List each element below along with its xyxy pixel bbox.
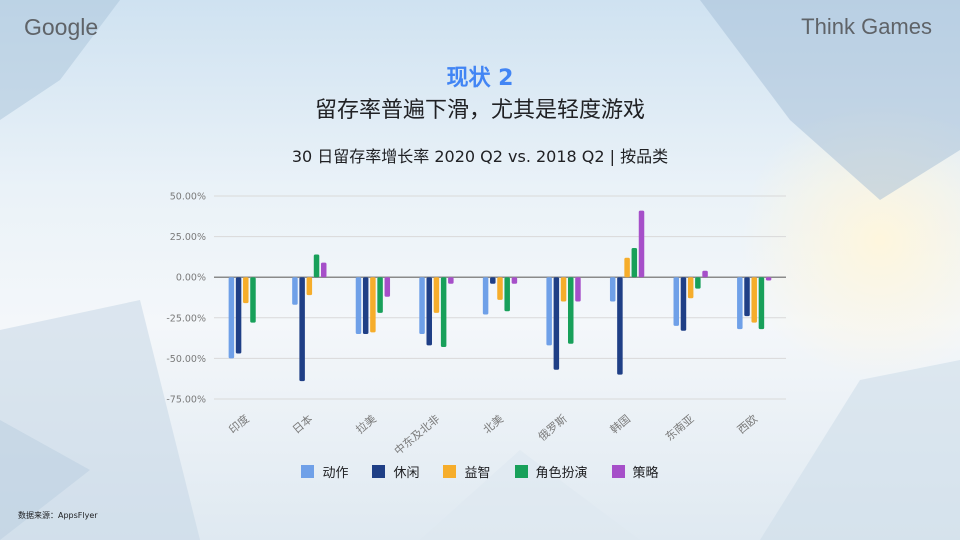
x-tick-label: 俄罗斯 bbox=[536, 412, 570, 443]
x-tick-label: 西欧 bbox=[735, 412, 760, 436]
y-tick-label: -50.00% bbox=[166, 354, 206, 365]
bar-action-2 bbox=[355, 277, 362, 335]
x-tick-label: 韩国 bbox=[607, 412, 633, 437]
x-tick-label: 印度 bbox=[226, 412, 252, 437]
legend-label-puzzle: 益智 bbox=[464, 466, 491, 481]
bar-strategy-4 bbox=[511, 277, 518, 284]
legend-label-casual: 休闲 bbox=[393, 466, 420, 481]
chart-legend: 动作 休闲 益智 角色扮演 策略 bbox=[0, 462, 960, 481]
bar-rpg-2 bbox=[377, 277, 383, 313]
bar-rpg-0 bbox=[250, 277, 256, 323]
bar-puzzle-4 bbox=[497, 277, 503, 300]
bar-casual-4 bbox=[490, 277, 496, 284]
bar-strategy-5 bbox=[575, 277, 581, 302]
y-tick-label: -75.00% bbox=[166, 395, 206, 406]
bar-puzzle-8 bbox=[751, 277, 757, 323]
y-tick-label: -25.00% bbox=[166, 313, 206, 324]
bar-rpg-7 bbox=[695, 277, 701, 289]
x-tick-label: 北美 bbox=[481, 412, 506, 436]
bar-puzzle-0 bbox=[243, 277, 249, 304]
legend-label-strategy: 策略 bbox=[632, 466, 659, 481]
bar-rpg-3 bbox=[440, 277, 447, 348]
legend-item-strategy: 策略 bbox=[611, 462, 659, 481]
bar-action-4 bbox=[482, 277, 489, 315]
legend-swatch-puzzle bbox=[443, 465, 457, 478]
bar-rpg-4 bbox=[504, 277, 510, 312]
bar-action-1 bbox=[292, 277, 298, 305]
y-tick-label: 25.00% bbox=[170, 232, 206, 243]
slide-subheading: 留存率普遍下滑，尤其是轻度游戏 bbox=[314, 98, 645, 123]
y-tick-label: 50.00% bbox=[170, 192, 206, 203]
bar-strategy-6 bbox=[638, 210, 645, 278]
bar-strategy-1 bbox=[320, 262, 327, 278]
legend-swatch-strategy bbox=[611, 465, 625, 478]
data-source-note: 数据来源：AppsFlyer bbox=[18, 511, 98, 520]
bar-casual-1 bbox=[299, 277, 305, 382]
google-logo: Google bbox=[24, 14, 99, 40]
x-tick-label: 东南亚 bbox=[663, 412, 697, 443]
bar-action-0 bbox=[228, 277, 235, 359]
bar-puzzle-3 bbox=[433, 277, 440, 313]
bar-action-8 bbox=[737, 277, 743, 330]
slide-heading: 现状 2 bbox=[446, 66, 514, 91]
legend-swatch-rpg bbox=[514, 465, 528, 478]
legend-label-rpg: 角色扮演 bbox=[535, 466, 588, 481]
bar-strategy-3 bbox=[448, 277, 454, 284]
bar-puzzle-2 bbox=[370, 277, 376, 333]
bar-action-7 bbox=[673, 277, 680, 326]
bar-puzzle-6 bbox=[624, 257, 630, 278]
chart-title: 30 日留存率增长率 2020 Q2 vs. 2018 Q2 | 按品类 bbox=[291, 147, 669, 166]
y-tick-label: 0.00% bbox=[176, 273, 206, 284]
legend-item-puzzle: 益智 bbox=[443, 462, 491, 481]
bar-action-5 bbox=[546, 277, 552, 346]
bar-rpg-5 bbox=[568, 277, 574, 344]
x-tick-label: 日本 bbox=[289, 412, 315, 437]
legend-item-action: 动作 bbox=[301, 462, 348, 481]
bar-casual-3 bbox=[426, 277, 432, 346]
legend-label-action: 动作 bbox=[322, 466, 349, 481]
legend-swatch-action bbox=[301, 465, 315, 478]
bar-casual-0 bbox=[235, 277, 242, 354]
bar-rpg-1 bbox=[313, 254, 320, 278]
x-tick-label: 拉美 bbox=[353, 412, 379, 437]
legend-item-rpg: 角色扮演 bbox=[514, 462, 588, 481]
x-tick-label: 中东及北非 bbox=[392, 412, 442, 457]
bar-puzzle-5 bbox=[560, 277, 567, 302]
bar-rpg-8 bbox=[758, 277, 765, 330]
bar-strategy-2 bbox=[384, 277, 391, 297]
bar-casual-6 bbox=[617, 277, 623, 375]
bar-casual-7 bbox=[680, 277, 687, 331]
bar-rpg-6 bbox=[631, 247, 638, 278]
bar-puzzle-1 bbox=[306, 277, 313, 296]
think-games-logo: Think Games bbox=[801, 14, 932, 39]
legend-swatch-casual bbox=[372, 465, 386, 478]
bar-strategy-8 bbox=[765, 277, 772, 281]
legend-item-casual: 休闲 bbox=[372, 462, 419, 481]
bar-casual-2 bbox=[362, 277, 369, 335]
bar-strategy-7 bbox=[702, 270, 708, 278]
bar-casual-5 bbox=[553, 277, 560, 370]
bar-action-6 bbox=[609, 277, 616, 302]
bar-casual-8 bbox=[744, 277, 750, 317]
bar-puzzle-7 bbox=[687, 277, 694, 299]
bar-action-3 bbox=[419, 277, 425, 335]
